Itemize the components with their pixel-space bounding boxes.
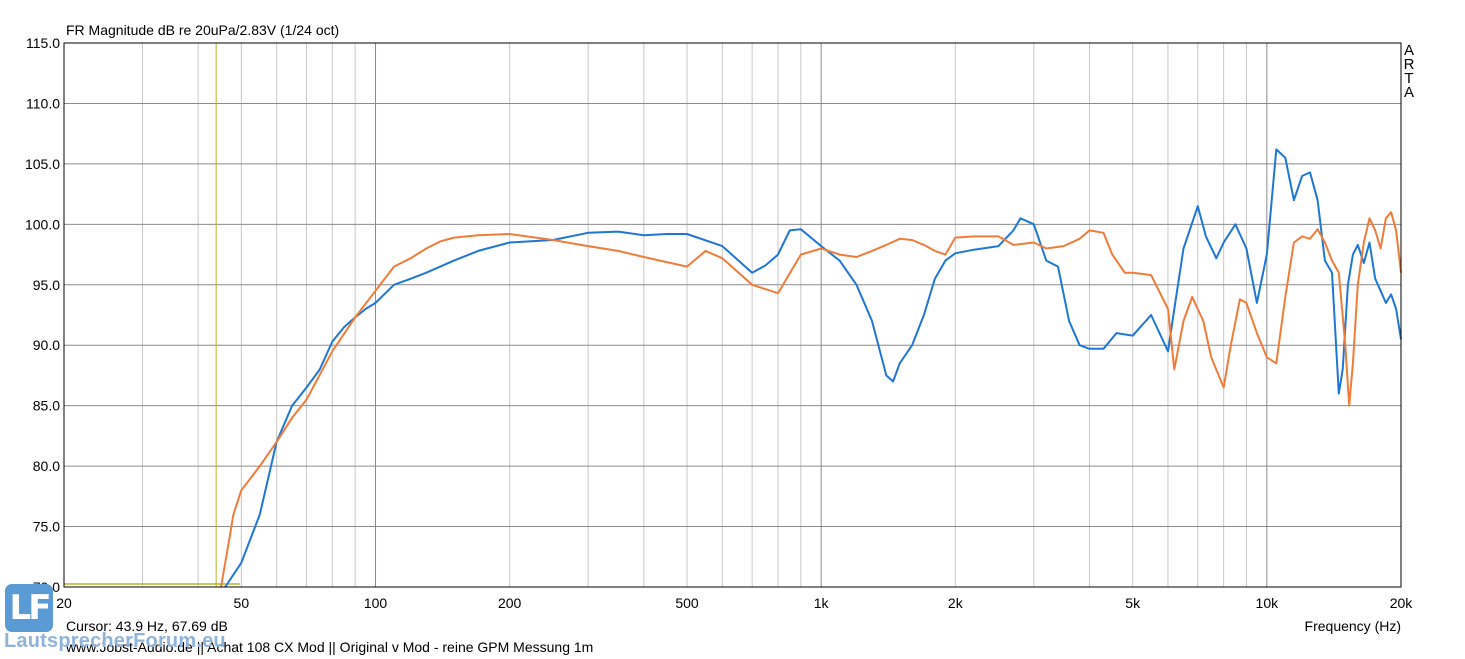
cursor-readout: Cursor: 43.9 Hz, 67.69 dB — [66, 618, 228, 634]
arta-mark: A R T A — [1403, 42, 1415, 101]
x-tick-label: 2k — [948, 595, 964, 611]
footer-caption: www.Jobst-Audio.de || Achat 108 CX Mod |… — [66, 639, 594, 655]
x-tick-label: 200 — [498, 595, 522, 611]
y-tick-label: 100.0 — [25, 216, 60, 232]
plot-series — [220, 148, 1402, 588]
x-tick-label: 10k — [1256, 595, 1280, 611]
x-tick-label: 100 — [364, 595, 388, 611]
x-tick-label: 1k — [814, 595, 830, 611]
plot-frame — [63, 42, 1402, 588]
x-tick-label: 20 — [56, 595, 72, 611]
y-tick-label: 90.0 — [33, 337, 60, 353]
y-tick-label: 95.0 — [33, 277, 60, 293]
arta-letter: A — [1403, 42, 1414, 59]
x-tick-label: 5k — [1125, 595, 1141, 611]
x-tick-label: 20k — [1390, 595, 1414, 611]
y-tick-label: 75.0 — [33, 519, 60, 535]
y-tick-label: 80.0 — [33, 458, 60, 474]
y-tick-label: 110.0 — [26, 95, 60, 111]
x-tick-label: 50 — [234, 595, 250, 611]
y-tick-label: 105.0 — [25, 156, 60, 172]
x-axis: 20 50 100 200 500 1k 2k 5k 10k 20k — [56, 595, 1413, 611]
y-tick-label: 85.0 — [33, 398, 60, 414]
forum-logo-icon: LF — [5, 584, 53, 632]
series-line-1 — [224, 148, 1402, 588]
y-axis: 115.0 110.0 105.0 100.0 95.0 90.0 85.0 80.0 75.0… — [25, 35, 60, 595]
chart-title: FR Magnitude dB re 20uPa/2.83V (1/24 oct… — [66, 22, 340, 38]
x-tick-label: 500 — [675, 595, 699, 611]
arta-letter: R — [1403, 56, 1415, 73]
forum-logo-text: LautsprecherForum.eu — [4, 630, 226, 652]
arta-letter: A — [1403, 84, 1414, 101]
cursor — [64, 43, 240, 587]
arta-letter: T — [1404, 70, 1414, 87]
y-tick-label: 115.0 — [26, 35, 60, 51]
x-axis-label: Frequency (Hz) — [1304, 618, 1401, 634]
series-line-2 — [220, 211, 1402, 588]
